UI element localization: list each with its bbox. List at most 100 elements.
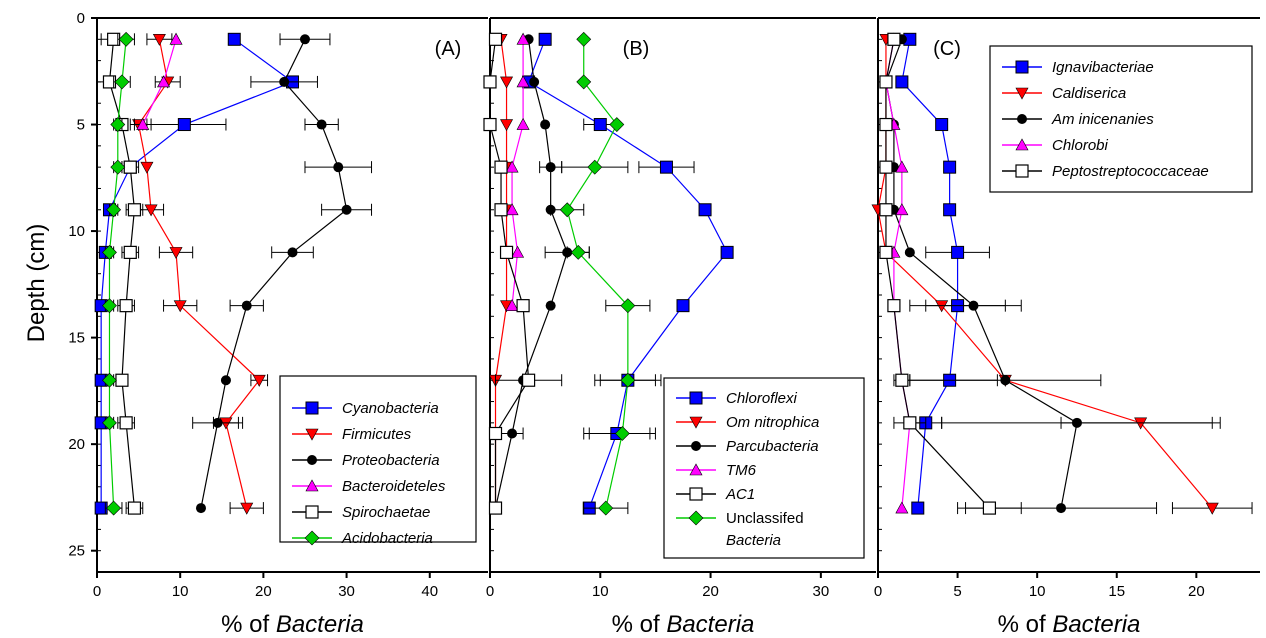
x-tick-label: 20 bbox=[702, 583, 719, 600]
data-point bbox=[516, 117, 530, 130]
data-point bbox=[609, 117, 625, 132]
data-point bbox=[1205, 502, 1219, 515]
legend-marker bbox=[305, 428, 319, 441]
panel-label: (A) bbox=[435, 38, 462, 60]
x-tick-label: 0 bbox=[93, 583, 101, 600]
data-point bbox=[505, 203, 519, 216]
x-axis-label-italic: Bacteria bbox=[276, 611, 364, 638]
y-tick-label: 10 bbox=[68, 223, 85, 240]
data-point bbox=[483, 75, 497, 89]
legend-label: Ignavibacteriae bbox=[1052, 59, 1154, 76]
legend-label: Acidobacteria bbox=[341, 530, 433, 547]
data-point bbox=[887, 299, 901, 313]
series-line bbox=[885, 39, 990, 509]
legend-marker bbox=[689, 416, 703, 429]
series-line bbox=[100, 38, 294, 509]
data-point bbox=[879, 245, 893, 259]
data-point bbox=[115, 373, 129, 387]
data-point bbox=[118, 31, 134, 47]
series-line bbox=[566, 39, 629, 509]
data-point bbox=[659, 160, 673, 174]
data-point bbox=[593, 118, 607, 132]
series-line bbox=[108, 39, 127, 509]
data-point bbox=[1056, 503, 1067, 514]
data-point bbox=[540, 119, 551, 130]
data-point bbox=[195, 503, 206, 514]
data-point bbox=[614, 426, 630, 441]
series-2 bbox=[129, 33, 269, 515]
data-point bbox=[516, 32, 530, 45]
legend-label: TM6 bbox=[726, 462, 757, 479]
series-3 bbox=[490, 34, 590, 514]
data-point bbox=[494, 203, 508, 217]
legend-label: AC1 bbox=[725, 486, 755, 503]
legend-label: Am inicenanies bbox=[1051, 111, 1154, 128]
data-point bbox=[102, 298, 117, 314]
data-point bbox=[102, 372, 117, 388]
data-point bbox=[500, 119, 514, 132]
legend-marker bbox=[305, 401, 319, 415]
legend-marker bbox=[1015, 87, 1029, 100]
legend-marker bbox=[689, 463, 703, 476]
data-point bbox=[106, 202, 122, 218]
data-point bbox=[887, 32, 901, 46]
x-tick-label: 15 bbox=[1108, 583, 1125, 600]
data-point bbox=[140, 161, 154, 174]
data-point bbox=[110, 159, 126, 175]
data-point bbox=[620, 372, 636, 388]
data-point bbox=[904, 247, 915, 258]
data-point bbox=[545, 162, 556, 173]
data-point bbox=[576, 74, 592, 90]
y-tick-label: 15 bbox=[68, 330, 85, 347]
data-point bbox=[511, 245, 525, 258]
data-point bbox=[279, 76, 290, 87]
series-4 bbox=[133, 32, 183, 131]
y-tick-label: 25 bbox=[68, 543, 85, 560]
data-point bbox=[982, 501, 997, 515]
legend-marker bbox=[305, 505, 319, 519]
x-tick-label: 20 bbox=[255, 583, 272, 600]
x-axis-label-prefix: % of bbox=[221, 611, 276, 638]
data-point bbox=[127, 203, 142, 217]
x-axis-label-italic: Bacteria bbox=[1052, 611, 1140, 638]
data-point bbox=[895, 160, 909, 173]
legend: Ignavibacteriae Caldiserica Am inicenanies… bbox=[989, 45, 1253, 193]
y-tick-label: 0 bbox=[77, 10, 85, 27]
data-point bbox=[587, 159, 603, 175]
x-tick-label: 20 bbox=[1188, 583, 1205, 600]
legend-marker bbox=[304, 530, 320, 546]
legend: Cyanobacteria Firmicutes Proteobacteria Bac… bbox=[279, 375, 477, 547]
data-point bbox=[240, 502, 254, 515]
panel-1: 0 5 10 15 20 25 0 10 20 30 40 % of Bacteria (A) Cyano… bbox=[68, 10, 488, 638]
legend-label: Chlorobi bbox=[1052, 137, 1109, 154]
x-tick-label: 0 bbox=[486, 583, 494, 600]
data-point bbox=[521, 373, 536, 387]
y-tick-label: 5 bbox=[77, 117, 85, 134]
series-line bbox=[527, 39, 728, 509]
x-tick-label: 30 bbox=[813, 583, 830, 600]
data-point bbox=[110, 117, 126, 132]
legend-marker bbox=[307, 455, 317, 465]
data-point bbox=[106, 500, 122, 516]
series-5 bbox=[879, 32, 1022, 515]
data-point bbox=[316, 119, 327, 130]
data-point bbox=[505, 299, 519, 311]
series-line bbox=[901, 39, 959, 509]
legend-label: Proteobacteria bbox=[342, 452, 440, 469]
legend: Chloroflexi Om nitrophica Parcubacteria TM6… bbox=[663, 377, 865, 559]
x-tick-label: 10 bbox=[592, 583, 609, 600]
data-point bbox=[570, 244, 586, 260]
data-point bbox=[911, 501, 925, 515]
series-line bbox=[108, 39, 136, 509]
legend-marker bbox=[1015, 164, 1029, 178]
legend-marker bbox=[691, 441, 701, 451]
data-point bbox=[576, 31, 592, 47]
data-point bbox=[488, 501, 503, 515]
data-point bbox=[488, 426, 503, 441]
x-axis-label: % of Bacteria bbox=[221, 611, 364, 638]
data-point bbox=[879, 203, 893, 217]
data-point bbox=[488, 32, 503, 46]
data-point bbox=[114, 74, 130, 90]
legend-marker bbox=[1015, 138, 1029, 151]
data-point bbox=[538, 32, 552, 46]
